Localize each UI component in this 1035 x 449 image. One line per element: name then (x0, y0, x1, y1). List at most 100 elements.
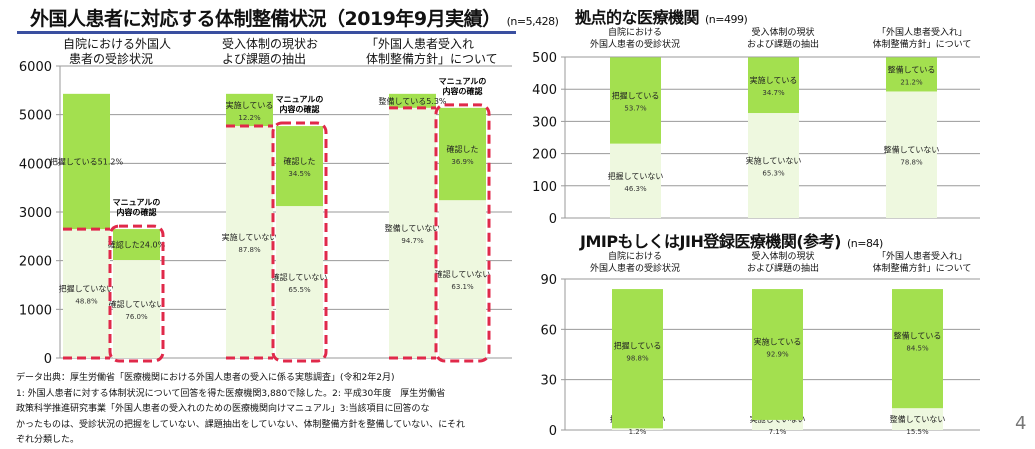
hub-bar-segment (886, 91, 937, 218)
manual-annotation-line-1: マニュアルの (439, 77, 487, 86)
jmip-segment-label-text: 整備していない (890, 414, 946, 424)
jmip-ytick-label: 30 (540, 374, 557, 389)
hub-category-1: 受入体制の現状 および課題の抽出 (723, 27, 843, 51)
hub-category-2-line-2: 体制整備方針」について (872, 40, 972, 50)
left-bar-segment (63, 229, 110, 358)
manual-annotation-line-2: 内容の確認 (117, 207, 157, 217)
hub-category-1-line-1: 受入体制の現状 (751, 28, 815, 38)
hub-segment-label-text: 整備していない (884, 145, 940, 155)
jmip-title: JMIPもしくはJIH登録医療機関(参考) (n=84) (580, 228, 883, 252)
jmip-bar-segment (752, 419, 803, 430)
left-segment-label-text: 確認した (284, 156, 316, 166)
jmip-segment-label-pct: 98.8% (626, 355, 649, 363)
jmip-bar-segment (612, 289, 663, 429)
left-category-1-line-1: 受入体制の現状お (222, 37, 319, 51)
jmip-segment-label-pct: 1.2% (629, 428, 647, 436)
hub-bar-segment (886, 57, 937, 92)
hub-chart: 0 100 200 300 400 500 把握していない 46.3% 把握している 53.7% 実… (532, 51, 980, 227)
jmip-segment-label-pct: 84.5% (906, 345, 929, 353)
hub-ytick-label: 500 (532, 51, 557, 66)
hub-segment-label-text: 把握している (612, 90, 660, 100)
left-category-2-line-2: 体制整備方針」について (366, 52, 498, 66)
left-ytick-label: 0 (44, 352, 52, 367)
hub-bar-segment (748, 57, 799, 114)
manual-annotation-line-1: マニュアルの (276, 95, 324, 104)
hub-title-text: 拠点的な医療機関 (575, 8, 700, 27)
left-segment-label: 整備している5.3% (378, 96, 446, 106)
jmip-category-2-line-1: 「外国人患者受入れ」 (876, 252, 967, 262)
left-segment-label-pct: 63.1% (451, 283, 474, 291)
main-title: 外国人患者に対応する体制整備状況（2019年9月実績） (n=5,428) (30, 4, 559, 31)
left-bar-segment (439, 200, 486, 358)
manual-annotation-line-1: マニュアルの (113, 198, 161, 207)
jmip-category-1-line-2: および課題の抽出 (746, 264, 819, 274)
left-ytick-label: 4000 (19, 157, 52, 172)
jmip-chart: 0306090把握していない1.2%把握している98.8%実施していない7.1%… (540, 273, 980, 439)
hub-segment-label-pct: 34.7% (762, 89, 785, 97)
jmip-ytick-label: 0 (549, 424, 557, 439)
left-category-0-line-1: 自院における外国人 (63, 37, 172, 51)
jmip-bar-segment (612, 428, 663, 430)
source-line-3: 政策科学推進研究事業「外国人患者の受入れのための医療機関向けマニュアル」3:当該… (16, 404, 430, 414)
left-category-0-line-2: 患者の受診状況 (69, 52, 154, 66)
left-ytick-label: 6000 (19, 60, 52, 75)
left-segment-label-text: 確認していない (435, 269, 491, 279)
hub-ytick-label: 300 (532, 115, 557, 130)
left-ytick-label: 3000 (19, 206, 52, 221)
left-segment-label-pct: 65.5% (288, 286, 311, 294)
manual-dashed-frame (271, 121, 328, 363)
source-line-1: データ出典：厚生労働省「医療機関における外国人患者の受入に係る実態調査」(令和2… (16, 373, 395, 383)
hub-category-0-line-1: 自院における (607, 28, 662, 38)
jmip-segment-label-pct: 15.5% (906, 428, 929, 436)
hub-segment-label-text: 実施していない (746, 156, 802, 166)
hub-segment-label-pct: 53.7% (624, 104, 647, 112)
left-segment-label-pct: 48.8% (75, 298, 98, 306)
left-segment-label-text: 確認した (447, 144, 479, 154)
hub-segment-label-pct: 65.3% (762, 170, 785, 178)
left-segment-label-text: 把握していない (59, 284, 115, 294)
left-category-1: 受入体制の現状お よび課題の抽出 (222, 37, 318, 67)
hub-segment-label-pct: 21.2% (900, 78, 923, 86)
left-category-0: 自院における外国人 患者の受診状況 (63, 37, 171, 67)
left-segment-label-pct: 36.9% (451, 158, 474, 166)
jmip-bar-segment (752, 289, 803, 420)
hub-hospitals-title: 拠点的な医療機関 (n=499) (575, 4, 748, 28)
hub-ytick-label: 200 (532, 148, 557, 163)
title-rule (17, 31, 516, 34)
hub-category-2: 「外国人患者受入れ」 体制整備方針」について (862, 27, 982, 51)
left-category-1-line-2: よび課題の抽出 (222, 52, 307, 66)
left-bar-segment (113, 229, 160, 261)
jmip-category-1-line-1: 受入体制の現状 (751, 252, 815, 262)
left-segment-label-pct: 87.8% (238, 246, 261, 254)
hub-category-2-line-1: 「外国人患者受入れ」 (876, 28, 967, 38)
hub-ytick-label: 0 (549, 212, 557, 227)
left-ytick-label: 1000 (19, 303, 52, 318)
source-line-5: ぞれ分類した。 (16, 435, 80, 445)
hub-segment-label-pct: 46.3% (624, 185, 647, 193)
left-category-2-line-1: 「外国人患者受入れ (366, 37, 475, 51)
hub-ytick-label: 100 (532, 180, 557, 195)
hub-bar-segment (610, 143, 661, 218)
left-bar-segment (63, 93, 110, 230)
left-segment-label-pct: 34.5% (288, 170, 311, 178)
jmip-segment-label-pct: 7.1% (769, 428, 787, 436)
hub-bar-segment (748, 113, 799, 218)
hub-ytick-label: 400 (532, 83, 557, 98)
left-category-2: 「外国人患者受入れ 体制整備方針」について (366, 37, 498, 67)
source-line-2: 1: 外国人患者に対する体制状況について回答を得た医療機関3,880で除した。2… (16, 388, 446, 399)
manual-dashed-frame (434, 103, 491, 363)
left-bar-segment (389, 93, 436, 108)
hub-segment-label-text: 整備している (888, 64, 936, 74)
manual-annotation-line-2: 内容の確認 (443, 86, 483, 96)
left-bar-segment (276, 126, 323, 207)
left-ytick-label: 2000 (19, 255, 52, 270)
left-segment-label-text: 確認していない (109, 299, 165, 309)
hub-n: (n=499) (705, 13, 748, 26)
jmip-bar-segment (892, 408, 943, 430)
hub-segment-label-pct: 78.8% (900, 159, 923, 167)
jmip-category-2: 「外国人患者受入れ」 体制整備方針」について (862, 251, 982, 275)
jmip-category-2-line-2: 体制整備方針」について (872, 264, 972, 274)
source-note: データ出典：厚生労働省「医療機関における外国人患者の受入に係る実態調査」(令和2… (16, 371, 516, 449)
main-title-text: 外国人患者に対応する体制整備状況（2019年9月実績） (30, 8, 501, 30)
jmip-category-0: 自院における 外国人患者の受診状況 (575, 251, 695, 275)
